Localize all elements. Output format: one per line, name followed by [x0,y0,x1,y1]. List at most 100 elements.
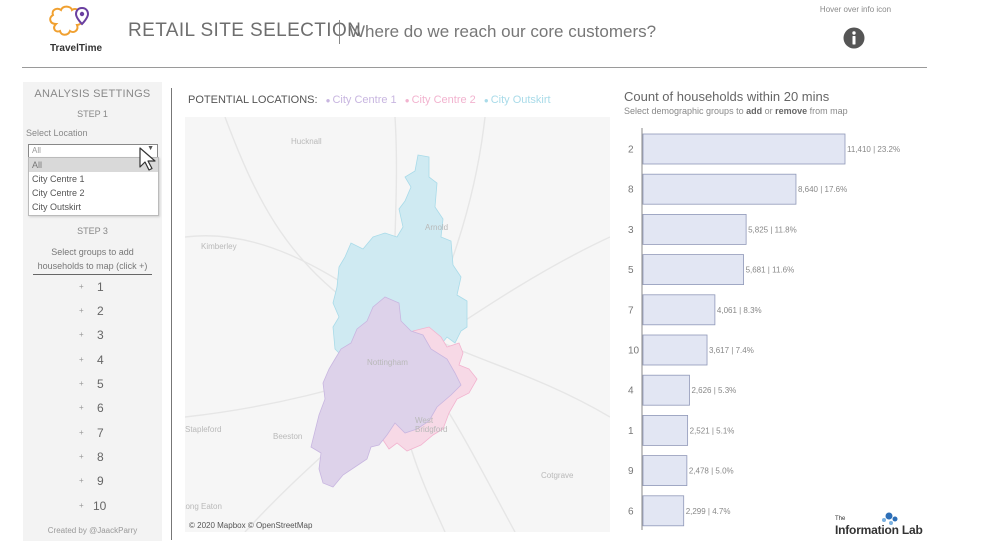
group-toggle-7[interactable]: +7 [73,426,133,446]
select-location-label: Select Location [26,128,88,138]
legend-dot-icon: ● [483,96,489,105]
map-place-label: Arnold [425,223,449,232]
plus-icon[interactable]: + [79,501,84,510]
chart-subtitle-part: from map [807,106,848,116]
map-basemap [185,117,610,532]
chart-subtitle-add: add [746,106,763,116]
select-groups-line-2: households to map (click +) [37,261,148,271]
bar-category-label: 7 [628,305,634,316]
mouse-pointer-icon [139,147,156,171]
map-canvas[interactable]: Hucknall Arnold Kimberley Nottingham Wes… [185,117,610,532]
page-title: RETAIL SITE SELECTION [128,20,362,41]
traveltime-logo [49,5,90,36]
location-dropdown-list: All City Centre 1 City Centre 2 City Out… [28,157,159,216]
plus-icon[interactable]: + [79,452,84,461]
dropdown-option-city-centre-1[interactable]: City Centre 1 [32,174,85,184]
chart-subtitle: Select demographic groups to add or remo… [624,106,848,116]
map-legend: POTENTIAL LOCATIONS: ● City Centre 1 ● Cit… [188,94,551,106]
group-toggle-4[interactable]: +4 [73,353,133,373]
map-title: POTENTIAL LOCATIONS: [188,94,318,106]
group-number: 1 [97,280,104,294]
groups-divider [33,274,152,275]
bar-value-label: 8,640 | 17.6% [798,185,847,194]
bar-category-label: 6 [628,506,634,517]
bar-category-label: 10 [628,346,640,357]
bar-group-7[interactable] [642,294,716,326]
information-lab-logo: The Information Lab [834,511,923,541]
bar-group-6[interactable] [642,495,685,527]
hover-hint: Hover over info icon [819,5,892,14]
group-number: 9 [97,474,104,488]
bar-group-4[interactable] [642,374,690,406]
bar-group-2[interactable] [642,133,846,165]
group-toggle-1[interactable]: +1 [73,280,133,300]
map-place-label: Long Eaton [185,502,222,511]
dropdown-option-all[interactable]: All [29,158,158,172]
group-number: 5 [97,377,104,391]
bar-category-label: 4 [628,386,634,397]
bar-group-10[interactable] [642,334,708,366]
plus-icon[interactable]: + [79,355,84,364]
brand-the: The [835,516,846,522]
household-bar-chart[interactable]: 2 11,410 | 23.2% 8 8,640 | 17.6% 3 5,825 | 11… [620,128,950,533]
legend-dot-icon: ● [325,96,331,105]
brand-name: Information Lab [835,523,923,537]
group-number: 2 [97,304,104,318]
bar-category-label: 3 [628,225,634,236]
group-toggle-8[interactable]: +8 [73,450,133,470]
title-separator [339,20,340,44]
plus-icon[interactable]: + [79,330,84,339]
group-toggle-5[interactable]: +5 [73,377,133,397]
bar-category-label: 5 [628,265,634,276]
map-place-label: Cotgrave [541,471,574,480]
bar-value-label: 5,825 | 11.8% [748,225,797,234]
bar-value-label: 2,478 | 5.0% [689,467,734,476]
step3-label: STEP 3 [77,226,108,236]
select-groups-line-1: Select groups to add [51,247,134,257]
chart-subtitle-remove: remove [775,106,808,116]
map-place-label: Hucknall [291,137,322,146]
group-toggle-9[interactable]: +9 [73,474,133,494]
plus-icon[interactable]: + [79,379,84,388]
bar-category-label: 8 [628,185,634,196]
bar-group-5[interactable] [642,254,744,285]
chevron-down-icon[interactable]: ▼ [147,145,154,152]
bar-value-label: 2,299 | 4.7% [686,507,731,516]
group-number: 7 [97,426,104,440]
legend-city-outskirt: City Outskirt [490,94,551,106]
group-toggle-10[interactable]: +10 [73,499,133,519]
group-toggle-3[interactable]: +3 [73,328,133,348]
legend-city-centre-1: City Centre 1 [332,94,397,106]
plus-icon[interactable]: + [79,282,84,291]
dropdown-option-city-outskirt[interactable]: City Outskirt [32,202,82,212]
bar-group-9[interactable] [642,455,688,487]
map-place-label: Nottingham [367,358,408,367]
bar-category-label: 1 [628,426,634,437]
bar-group-1[interactable] [642,414,689,446]
group-toggle-6[interactable]: +6 [73,401,133,421]
plus-icon[interactable]: + [79,476,84,485]
bar-group-8[interactable] [642,173,797,205]
group-number: 6 [97,401,104,415]
group-number: 10 [93,499,107,513]
group-toggle-2[interactable]: +2 [73,304,133,324]
info-icon[interactable] [843,27,865,49]
page-subtitle: Where do we reach our core customers? [349,22,657,41]
bar-group-3[interactable] [642,214,747,245]
bar-value-label: 5,681 | 11.6% [746,266,795,275]
analysis-settings-heading: ANALYSIS SETTINGS [34,88,151,100]
map-place-label: Beeston [273,432,303,441]
plus-icon[interactable]: + [79,306,84,315]
map-place-label: Stapleford [185,425,222,434]
group-number: 3 [97,328,104,342]
bar-value-label: 4,061 | 8.3% [717,306,762,315]
map-place-label: Kimberley [201,242,237,251]
plus-icon[interactable]: + [79,403,84,412]
bar-value-label: 2,626 | 5.3% [691,386,736,395]
select-groups-instructions: Select groups to add households to map (… [23,245,162,273]
map-attribution[interactable]: © 2020 Mapbox © OpenStreetMap [189,521,313,530]
bar-category-label: 2 [628,145,634,156]
dropdown-option-city-centre-2[interactable]: City Centre 2 [32,188,85,198]
bar-value-label: 3,617 | 7.4% [709,346,754,355]
plus-icon[interactable]: + [79,428,84,437]
